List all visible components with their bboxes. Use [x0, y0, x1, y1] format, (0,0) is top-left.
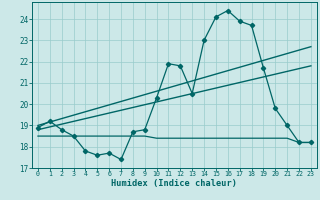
X-axis label: Humidex (Indice chaleur): Humidex (Indice chaleur)	[111, 179, 237, 188]
